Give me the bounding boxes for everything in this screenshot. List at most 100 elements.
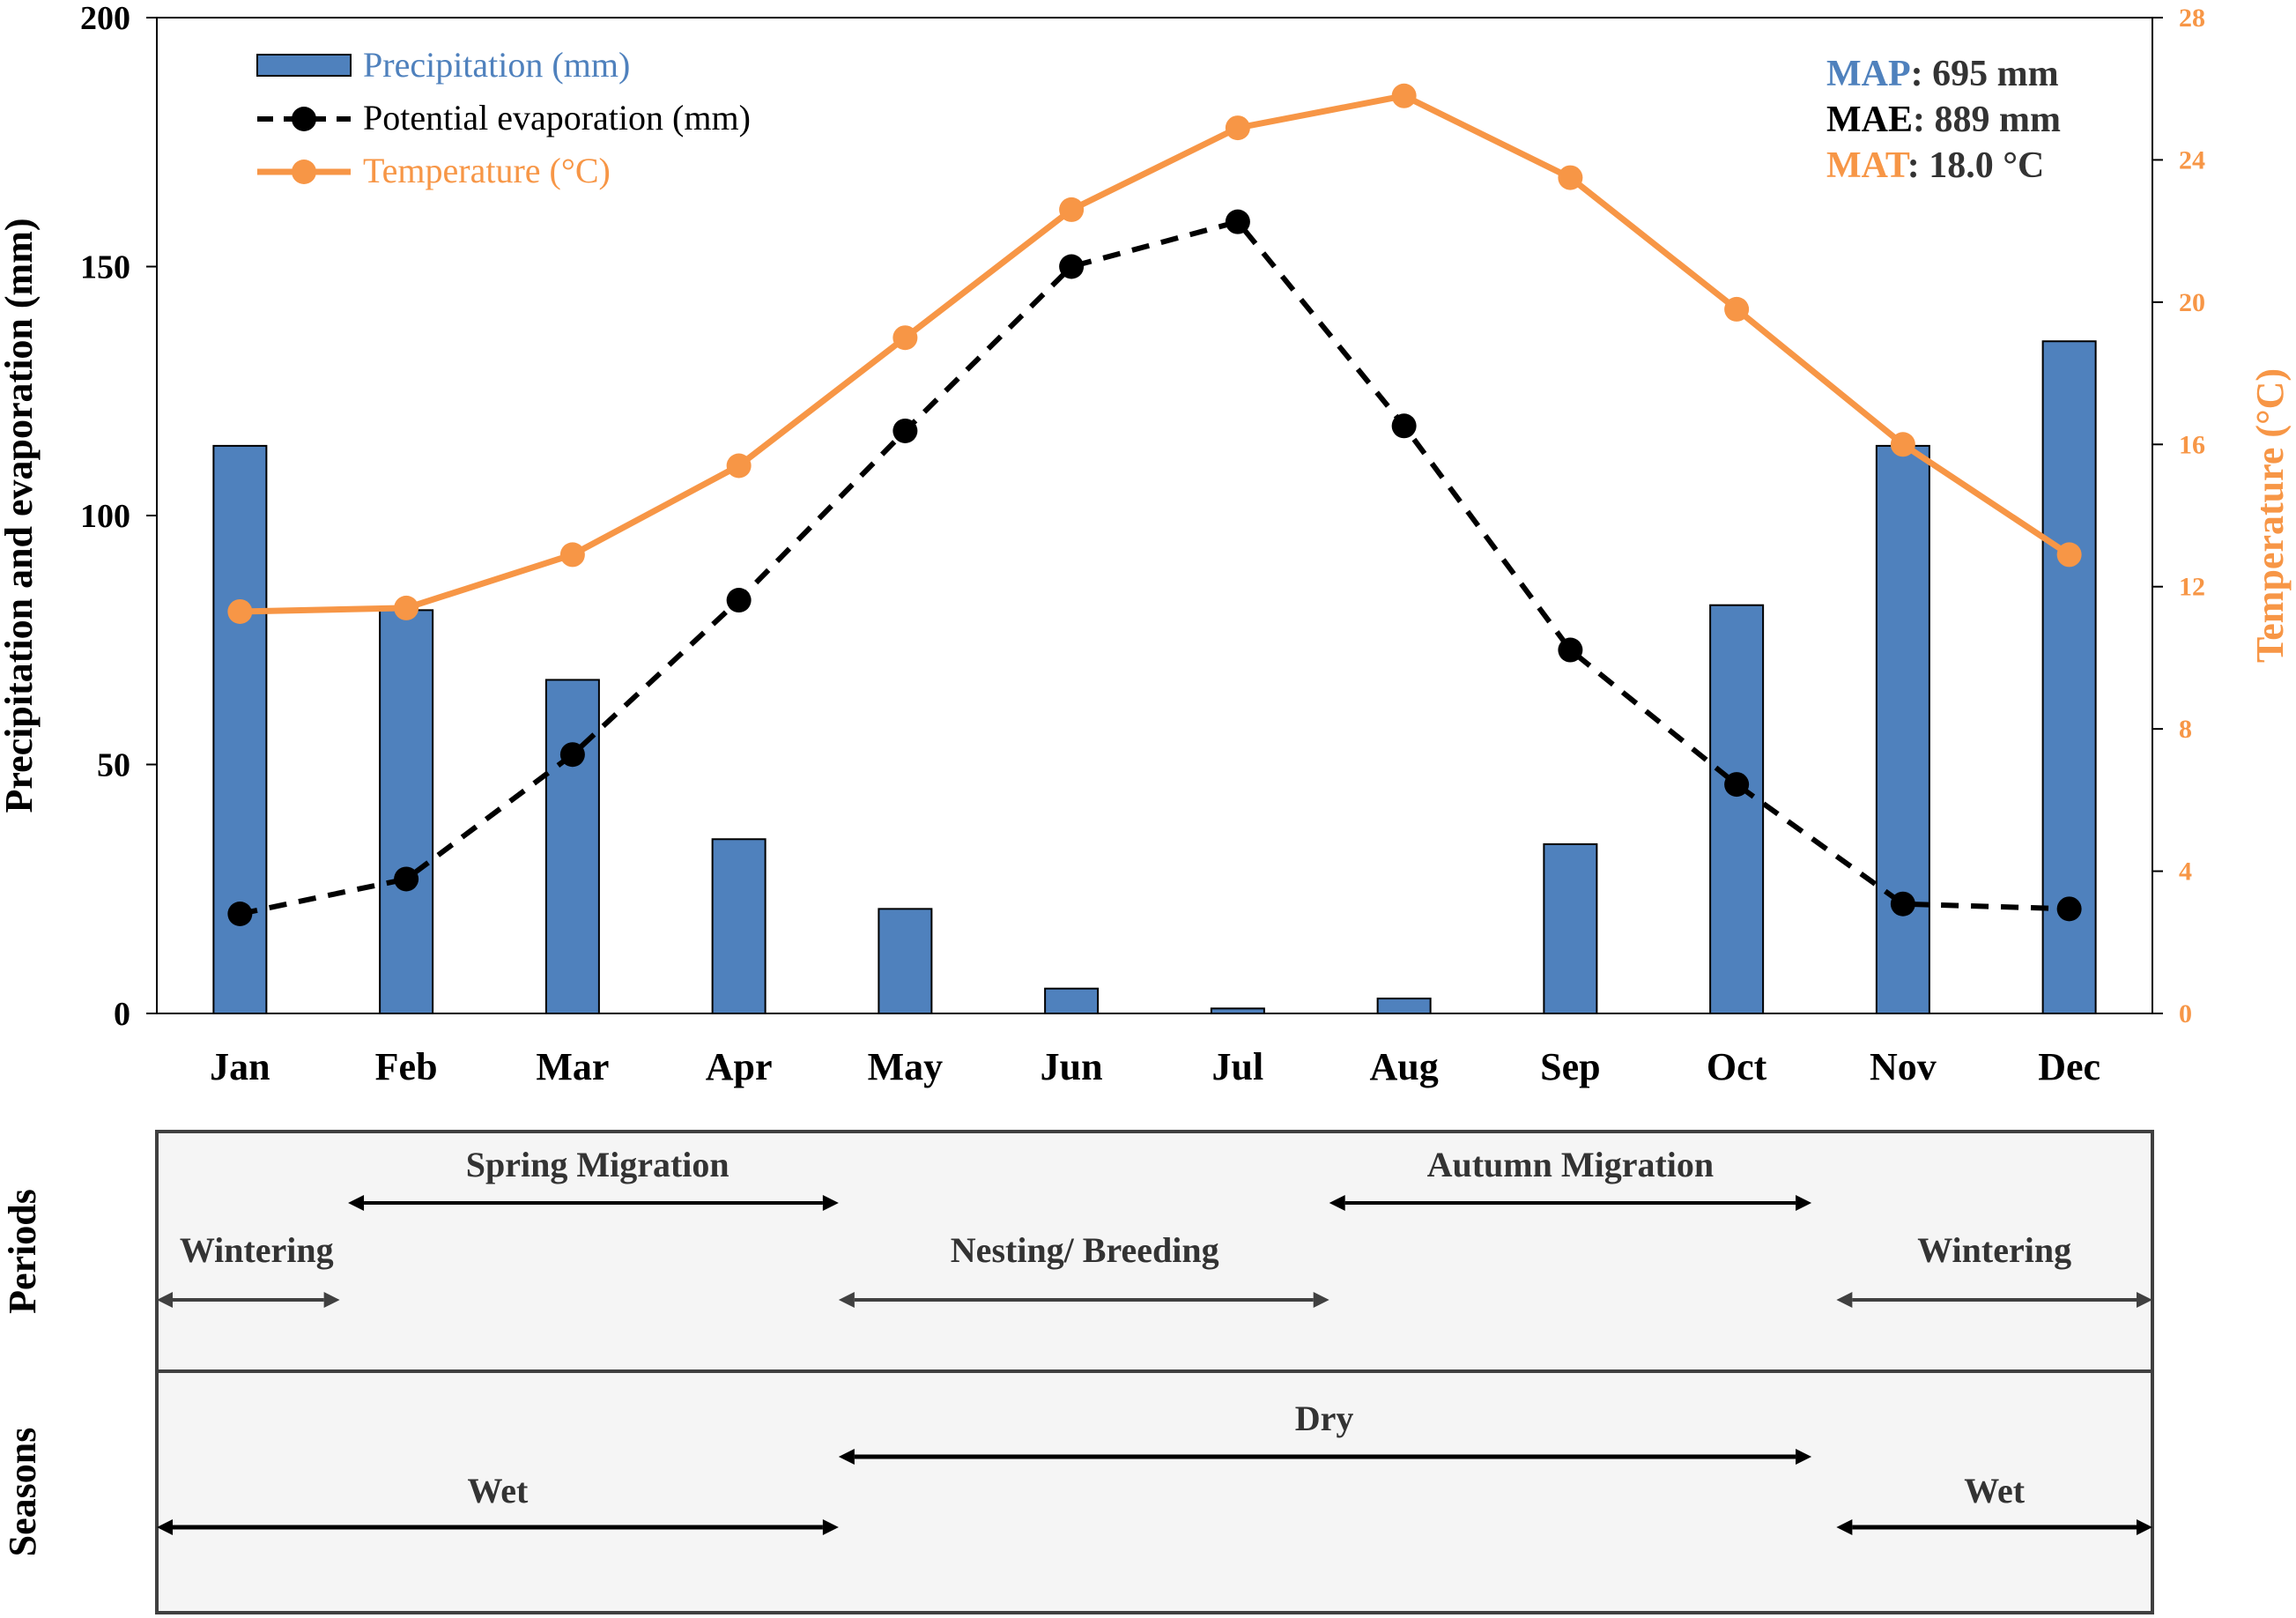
periods-label: Nesting/ Breeding	[951, 1230, 1219, 1270]
y-tick-label: 0	[114, 996, 130, 1033]
x-tick-label: May	[868, 1045, 944, 1088]
periods-arrow-head-left	[1836, 1292, 1853, 1308]
seasons-label: Wet	[1964, 1471, 2026, 1510]
periods-arrow-head-right	[1313, 1292, 1329, 1308]
y2-tick-label: 12	[2179, 573, 2205, 602]
legend-precipitation-label: Precipitation (mm)	[363, 45, 630, 85]
y-tick-label: 200	[80, 0, 130, 37]
legend-temperature-label: Temperature (°C)	[363, 151, 611, 190]
point-temperature-feb	[394, 595, 419, 620]
summary-value: : 18.0 °C	[1907, 145, 2045, 186]
bar-precipitation-sep	[1543, 842, 1598, 1015]
point-temperature-jun	[1059, 197, 1085, 222]
point-evaporation-nov	[1890, 891, 1915, 917]
summary-key: MAP	[1826, 54, 1911, 94]
bar-precipitation-may	[878, 908, 933, 1014]
timeline-panels: Periods Wintering Spring Migration Nesting/…	[1, 1130, 2154, 1614]
bar-precipitation-jan	[212, 444, 268, 1014]
y2-tick-label: 24	[2179, 145, 2205, 174]
summary-value: : 695 mm	[1911, 54, 2059, 94]
summary-key: MAE	[1826, 100, 1913, 140]
x-tick-label: Jun	[1041, 1045, 1103, 1088]
point-temperature-sep	[1558, 165, 1583, 190]
point-evaporation-jun	[1059, 254, 1085, 279]
seasons-arrow-head-left	[157, 1519, 173, 1535]
point-evaporation-may	[892, 418, 918, 443]
y2-tick-label: 16	[2179, 430, 2205, 459]
point-evaporation-dec	[2056, 896, 2082, 922]
point-temperature-may	[892, 325, 918, 351]
x-tick-label: Sep	[1540, 1045, 1600, 1088]
point-temperature-oct	[1724, 296, 1750, 322]
point-evaporation-jan	[227, 902, 253, 926]
y-tick-label: 100	[80, 498, 130, 535]
point-evaporation-aug	[1391, 413, 1417, 439]
y-axis-title: Precipitation and evaporation (mm)	[0, 218, 41, 813]
point-evaporation-oct	[1724, 772, 1750, 798]
periods-panel	[155, 1130, 2154, 1373]
periods-label: Wintering	[1917, 1230, 2071, 1270]
x-tick-label: Jul	[1212, 1045, 1264, 1088]
seasons-label: Dry	[1295, 1399, 1354, 1438]
periods-row-label: Periods	[1, 1189, 44, 1314]
line-evaporation	[239, 219, 2070, 917]
point-evaporation-feb	[394, 866, 419, 892]
periods-label: Spring Migration	[466, 1145, 730, 1184]
point-temperature-mar	[559, 542, 585, 568]
point-temperature-jul	[1225, 115, 1250, 141]
point-temperature-dec	[2056, 542, 2082, 568]
periods-arrow-head-left	[157, 1292, 173, 1308]
y2-axis-title: Temperature (°C)	[2248, 368, 2292, 663]
y2-tick-label: 20	[2179, 288, 2205, 317]
x-tick-label: Apr	[706, 1045, 773, 1088]
seasons-label: Wet	[468, 1471, 530, 1510]
summary-key: MAT	[1826, 145, 1910, 186]
seasons-arrow-head-left	[1836, 1519, 1853, 1535]
x-tick-label: Nov	[1870, 1045, 1937, 1088]
seasons-row-label: Seasons	[1, 1428, 44, 1557]
y2-tick-label: 4	[2179, 857, 2192, 887]
periods-arrow-head-right	[822, 1195, 839, 1211]
y2-tick-label: 28	[2179, 4, 2205, 33]
line-temperature	[240, 93, 2071, 615]
legend-temperature-marker	[292, 160, 316, 184]
periods-arrow-head-left	[838, 1292, 855, 1308]
seasons-arrow-head-right	[2137, 1519, 2152, 1535]
bar-precipitation-oct	[1709, 604, 1765, 1014]
y2-tick-label: 0	[2179, 999, 2192, 1028]
x-tick-label: Jan	[210, 1045, 270, 1088]
legend-precipitation-swatch	[256, 54, 352, 77]
y-tick-label: 150	[80, 249, 130, 286]
summary-mat: MAT: 18.0 °C	[1826, 145, 2044, 186]
bar-precipitation-nov	[1875, 444, 1930, 1014]
x-tick-label: Oct	[1707, 1045, 1767, 1088]
point-temperature-apr	[726, 453, 752, 479]
bar-precipitation-aug	[1376, 998, 1432, 1015]
summary-map: MAP: 695 mm	[1826, 54, 2059, 94]
x-tick-label: Feb	[375, 1045, 438, 1088]
x-tick-label: Dec	[2038, 1045, 2100, 1088]
seasons-arrow-head-right	[822, 1519, 839, 1535]
bar-precipitation-jul	[1210, 1007, 1265, 1014]
periods-label: Wintering	[180, 1230, 334, 1270]
bar-precipitation-jun	[1044, 987, 1100, 1014]
y2-tick-label: 8	[2179, 715, 2192, 744]
summary-mae: MAE: 889 mm	[1826, 100, 2061, 140]
periods-arrow-head-left	[348, 1195, 365, 1211]
legend-evaporation-marker	[292, 107, 316, 131]
point-evaporation-jul	[1225, 209, 1250, 234]
point-evaporation-sep	[1558, 637, 1583, 663]
x-tick-label: Mar	[536, 1045, 609, 1088]
point-evaporation-apr	[726, 588, 752, 613]
bar-precipitation-feb	[379, 609, 434, 1014]
plot-area: 0 50 100 150 200 0 4 8 12 16 20 24 28 Precipitation a…	[0, 0, 2292, 1088]
point-temperature-jan	[227, 598, 253, 624]
x-tick-label: Aug	[1370, 1045, 1439, 1088]
periods-arrow-head-right	[2137, 1292, 2152, 1308]
seasons-arrow-head-left	[838, 1449, 855, 1465]
periods-arrow-head-right	[1796, 1195, 1812, 1211]
seasons-panel	[155, 1369, 2154, 1614]
summary-value: : 889 mm	[1913, 100, 2061, 140]
seasons-arrow-head-right	[1796, 1449, 1812, 1465]
